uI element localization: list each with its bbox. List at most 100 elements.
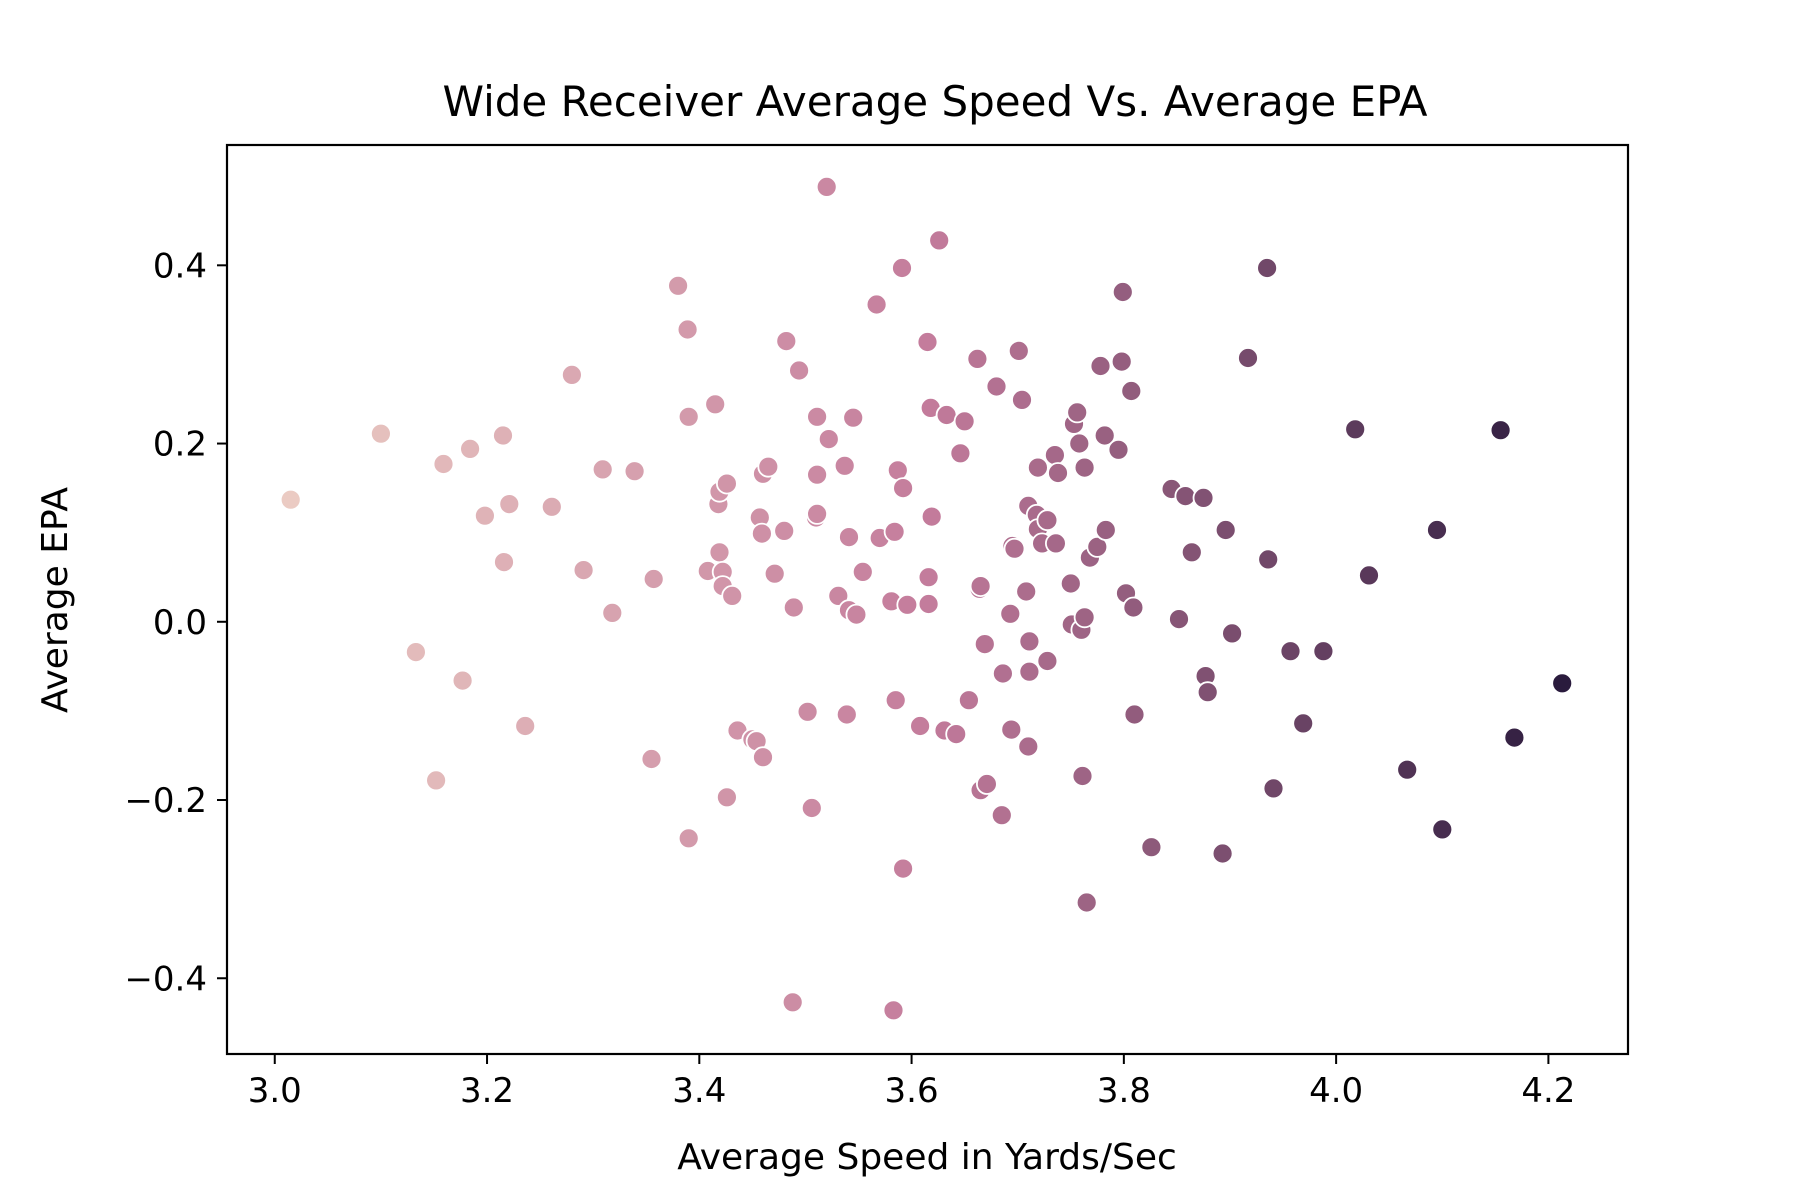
data-point: [1194, 488, 1214, 508]
data-point: [406, 642, 426, 662]
data-point: [1257, 258, 1277, 278]
data-point: [897, 595, 917, 615]
data-point: [1359, 565, 1379, 585]
data-point: [1175, 486, 1195, 506]
data-point: [1491, 420, 1511, 440]
data-point: [1123, 598, 1143, 618]
data-point: [679, 407, 699, 427]
x-tick-label: 3.6: [885, 1071, 939, 1111]
data-point: [975, 634, 995, 654]
data-point: [678, 320, 698, 340]
data-point: [919, 594, 939, 614]
data-point: [625, 461, 645, 481]
data-point: [918, 332, 938, 352]
data-point: [819, 429, 839, 449]
data-point: [1427, 520, 1447, 540]
data-point: [993, 664, 1013, 684]
data-point: [1046, 533, 1066, 553]
data-point: [910, 716, 930, 736]
data-point: [783, 992, 803, 1012]
y-tick-label: 0.0: [153, 603, 207, 643]
data-point: [717, 787, 737, 807]
data-point: [1552, 673, 1572, 693]
data-point: [1141, 837, 1161, 857]
data-point: [971, 576, 991, 596]
data-point: [426, 770, 446, 790]
data-point: [722, 586, 742, 606]
points-layer: [281, 177, 1573, 1020]
data-point: [1037, 651, 1057, 671]
data-point: [784, 598, 804, 618]
data-point: [1018, 737, 1038, 757]
data-point: [1005, 539, 1025, 559]
data-point: [1028, 458, 1048, 478]
data-point: [807, 465, 827, 485]
data-point: [892, 258, 912, 278]
data-point: [919, 567, 939, 587]
data-point: [1397, 760, 1417, 780]
data-point: [493, 426, 513, 446]
x-axis-label: Average Speed in Yards/Sec: [677, 1137, 1177, 1178]
y-tick-label: 0.4: [153, 246, 207, 286]
data-point: [710, 542, 730, 562]
data-point: [1096, 520, 1116, 540]
data-point: [835, 456, 855, 476]
data-point: [867, 295, 887, 315]
data-point: [1001, 720, 1021, 740]
data-point: [946, 724, 966, 744]
data-point: [1009, 341, 1029, 361]
data-point: [959, 690, 979, 710]
data-point: [1121, 381, 1141, 401]
data-point: [434, 454, 454, 474]
data-point: [705, 394, 725, 414]
data-point: [843, 408, 863, 428]
data-point: [542, 497, 562, 517]
data-point: [1222, 623, 1242, 643]
data-point: [807, 504, 827, 524]
data-point: [1016, 582, 1036, 602]
x-tick-label: 3.0: [248, 1071, 302, 1111]
data-point: [846, 605, 866, 625]
data-point: [885, 522, 905, 542]
data-point: [937, 405, 957, 425]
data-point: [515, 716, 535, 736]
data-point: [1169, 609, 1189, 629]
data-point: [717, 474, 737, 494]
data-point: [893, 478, 913, 498]
data-point: [602, 603, 622, 623]
data-point: [668, 276, 688, 296]
data-point: [776, 331, 796, 351]
data-point: [1432, 819, 1452, 839]
y-axis-label: Average EPA: [35, 487, 76, 713]
x-axis: 3.0 3.2 3.4 3.6 3.8 4.0 4.2: [248, 1054, 1576, 1111]
data-point: [281, 490, 301, 510]
data-point: [1182, 542, 1202, 562]
data-point: [987, 377, 1007, 397]
data-point: [460, 439, 480, 459]
data-point: [1109, 440, 1129, 460]
data-point: [679, 828, 699, 848]
data-point: [839, 527, 859, 547]
data-point: [371, 424, 391, 444]
chart-title: Wide Receiver Average Speed Vs. Average …: [442, 77, 1427, 126]
data-point: [1345, 419, 1365, 439]
data-point: [967, 349, 987, 369]
data-point: [642, 749, 662, 769]
data-point: [1313, 641, 1333, 661]
data-point: [950, 443, 970, 463]
data-point: [1077, 893, 1097, 913]
data-point: [1075, 458, 1095, 478]
data-point: [1264, 778, 1284, 798]
data-point: [789, 361, 809, 381]
data-point: [574, 560, 594, 580]
data-point: [562, 365, 582, 385]
data-point: [494, 552, 514, 572]
data-point: [1037, 510, 1057, 530]
data-point: [644, 569, 664, 589]
y-tick-label: −0.2: [124, 781, 207, 821]
data-point: [1019, 662, 1039, 682]
data-point: [802, 798, 822, 818]
data-point: [1198, 682, 1218, 702]
data-point: [955, 411, 975, 431]
